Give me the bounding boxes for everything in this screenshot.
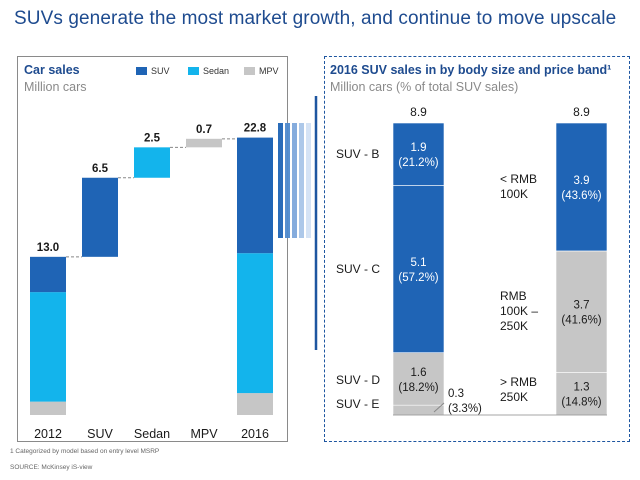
- footnote: 1 Categorized by model based on entry le…: [10, 448, 160, 455]
- segment-value-label: 3.7: [574, 300, 590, 312]
- right-panel-subtitle: Million cars (% of total SUV sales): [330, 80, 519, 94]
- segment-1-2: [555, 122, 608, 252]
- category-label: Sedan: [134, 427, 170, 441]
- bar-mpv-mpv: [186, 138, 222, 148]
- price-band-label: 250K: [500, 390, 528, 404]
- source-note: SOURCE: McKinsey iS-view: [10, 464, 93, 471]
- price-band-label: 250K: [500, 319, 528, 333]
- bar-total-label: 2.5: [144, 132, 161, 144]
- legend-label-mpv: MPV: [259, 66, 279, 76]
- category-label: SUV: [87, 427, 113, 441]
- bar-2012-sedan: [30, 292, 66, 402]
- bar-2016-mpv: [237, 393, 273, 415]
- category-label: 2016: [241, 427, 269, 441]
- connector-stripe: [292, 123, 297, 238]
- segment-0-2: [392, 185, 445, 353]
- bar-suv-suv: [82, 177, 118, 257]
- legend-label-suv: SUV: [151, 66, 170, 76]
- segment-value-label: 1.9: [411, 142, 427, 154]
- legend-label-sedan: Sedan: [203, 66, 230, 76]
- category-label: MPV: [190, 427, 218, 441]
- price-band-label: 100K –: [500, 304, 538, 318]
- legend-swatch-suv: [136, 67, 147, 75]
- bar-2012-mpv: [30, 401, 66, 415]
- row-label-suv-e: SUV - E: [336, 397, 379, 411]
- price-band-label: > RMB: [500, 375, 537, 389]
- legend-swatch-mpv: [244, 67, 255, 75]
- segment-value-label: 3.9: [574, 175, 590, 187]
- bar-total-label: 22.8: [244, 123, 267, 135]
- bar-total-label: 6.5: [92, 163, 109, 175]
- row-label-suv-d: SUV - D: [336, 373, 380, 387]
- segment-pct-label: (18.2%): [398, 382, 438, 394]
- connector-stripe: [306, 123, 311, 238]
- segment-value-label: 5.1: [411, 257, 427, 269]
- right-panel-title: 2016 SUV sales in by body size and price…: [330, 63, 612, 77]
- legend-swatch-sedan: [188, 67, 199, 75]
- segment-pct-label: (3.3%): [448, 403, 482, 415]
- left-panel-subtitle: Million cars: [24, 80, 87, 94]
- connector-stripe: [299, 123, 304, 238]
- car-sales-panel: [17, 56, 288, 442]
- segment-1-0: [555, 372, 608, 416]
- connector-stripe: [278, 123, 283, 238]
- segment-pct-label: (41.6%): [561, 315, 601, 327]
- segment-0-1: [392, 352, 445, 406]
- column-total-label: 8.9: [573, 105, 590, 119]
- bar-total-label: 0.7: [196, 124, 212, 136]
- column-total-label: 8.9: [410, 105, 427, 119]
- segment-0-3: [392, 122, 445, 186]
- bar-2016-suv: [237, 137, 273, 254]
- bar-sedan-sedan: [134, 147, 170, 178]
- suv-e-leader: [433, 402, 445, 413]
- page-title: SUVs generate the most market growth, an…: [14, 8, 617, 29]
- price-band-label: 100K: [500, 187, 528, 201]
- segment-value-label: 1.6: [411, 367, 427, 379]
- row-label-suv-c: SUV - C: [336, 262, 380, 276]
- price-band-label: RMB: [500, 289, 527, 303]
- bar-2016-sedan: [237, 253, 273, 394]
- segment-pct-label: (21.2%): [398, 157, 438, 169]
- left-panel-title: Car sales: [24, 63, 80, 77]
- bar-total-label: 13.0: [37, 242, 59, 254]
- segment-1-1: [555, 250, 608, 373]
- bar-2012-suv: [30, 256, 66, 293]
- segment-value-label: 0.3: [448, 388, 464, 400]
- suv-breakdown-panel: [324, 56, 630, 442]
- connector-stripe: [285, 123, 290, 238]
- segment-pct-label: (14.8%): [561, 397, 601, 409]
- segment-pct-label: (57.2%): [398, 272, 438, 284]
- segment-value-label: 1.3: [574, 382, 590, 394]
- category-label: 2012: [34, 427, 62, 441]
- row-label-suv-b: SUV - B: [336, 147, 379, 161]
- segment-pct-label: (43.6%): [561, 190, 601, 202]
- price-band-label: < RMB: [500, 172, 537, 186]
